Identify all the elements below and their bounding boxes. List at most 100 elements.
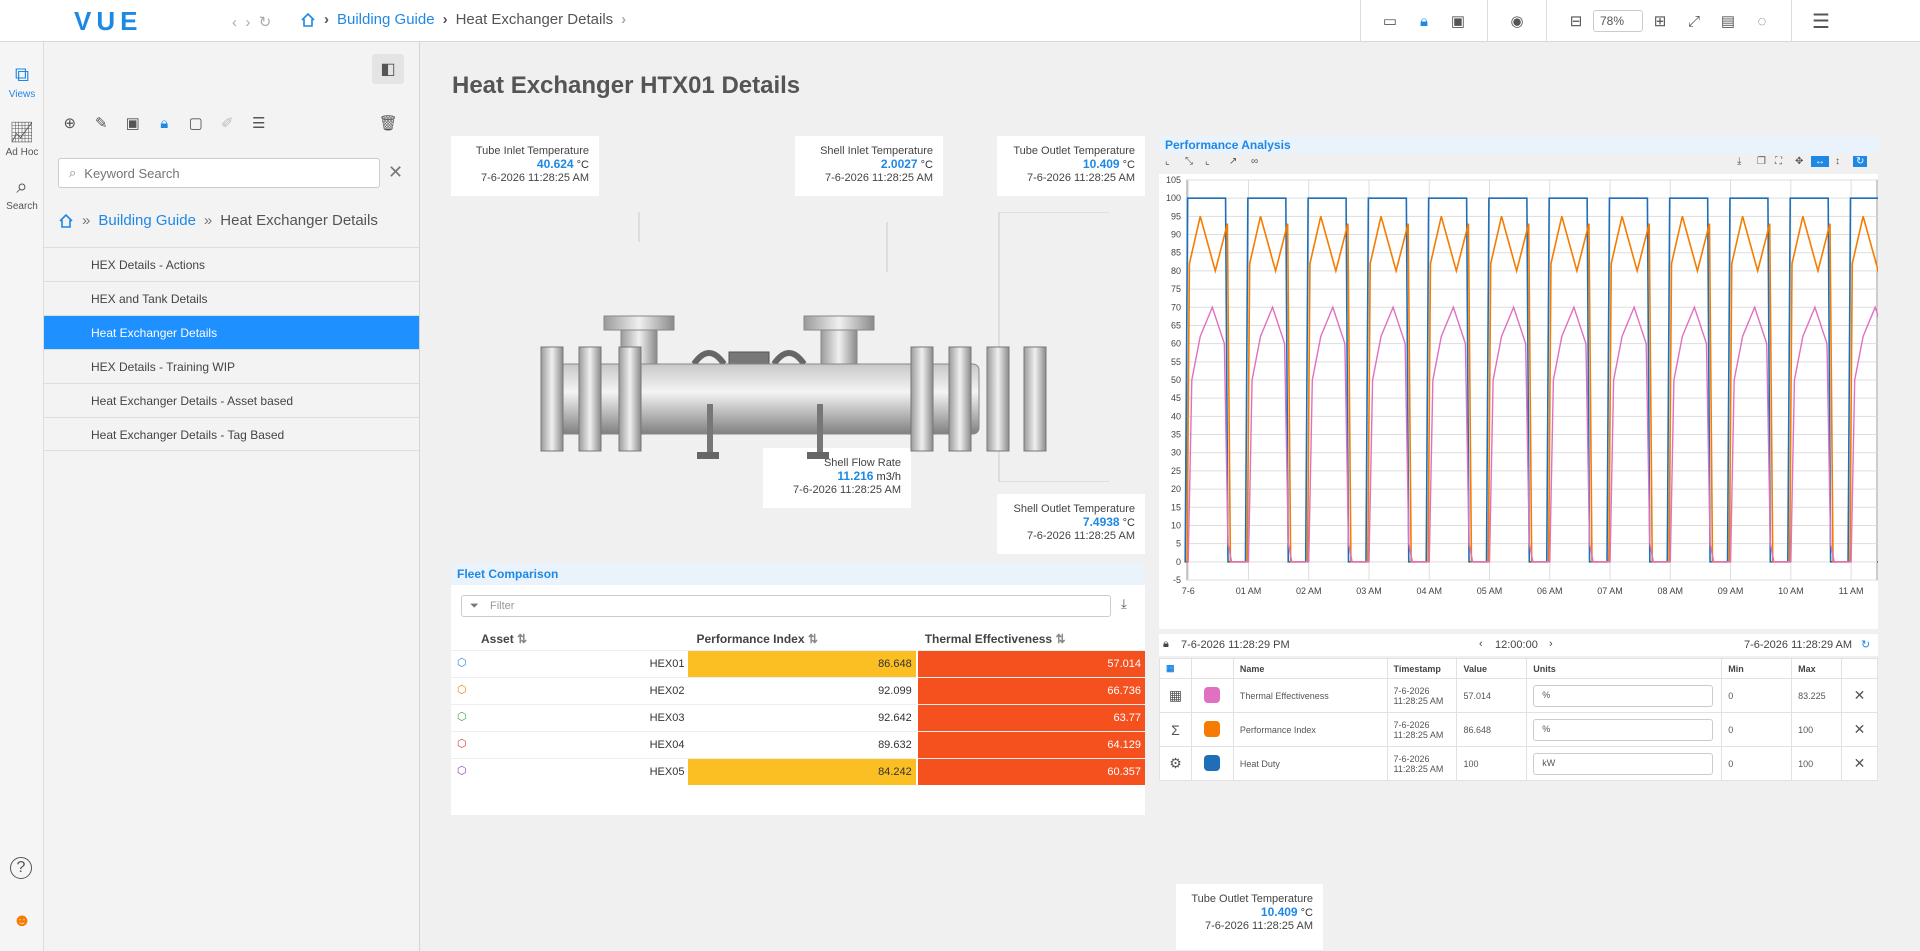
download-icon[interactable]: ⤓ <box>1737 156 1742 167</box>
menu-icon[interactable]: ☰ <box>1812 10 1830 33</box>
fit-screen-icon[interactable]: ⤢ <box>1687 12 1700 30</box>
series-color[interactable] <box>1190 746 1234 781</box>
grid-icon[interactable]: ▦ <box>1159 678 1192 713</box>
rail-search[interactable]: ⌕ Search <box>0 176 44 212</box>
lock-icon[interactable]: 🔒︎ <box>1163 638 1169 650</box>
forward-icon[interactable]: › <box>245 14 251 31</box>
save-icon[interactable]: ▣ <box>1450 13 1466 30</box>
table-view-icon[interactable]: ▦ <box>1159 658 1192 679</box>
tube-inlet-card: Tube Inlet Temperature 40.624 °C 7-6-202… <box>451 136 599 196</box>
series-color[interactable] <box>1190 678 1234 713</box>
table-row[interactable]: ⬡ HEX05 84.242 60.357 <box>451 757 1145 785</box>
series-color[interactable] <box>1190 712 1234 747</box>
y-tick-label: 20 <box>1171 484 1181 494</box>
column-header[interactable]: Thermal Effectiveness ⇅ <box>917 628 1145 650</box>
refresh-icon[interactable]: ↻ <box>1853 156 1868 167</box>
legend-row[interactable]: ▦ Thermal Effectiveness 7-6-2026 11:28:25 … <box>1159 678 1878 713</box>
next-icon[interactable]: › <box>1549 638 1553 650</box>
table-row[interactable]: ⬡ HEX04 89.632 64.129 <box>451 730 1145 758</box>
copy-icon[interactable]: ❐ <box>1757 156 1766 167</box>
expand-icon[interactable]: ⛶ <box>1775 156 1782 167</box>
table-row[interactable]: ⬡ HEX02 92.099 66.736 <box>451 676 1145 704</box>
end-time[interactable]: 7-6-2026 11:28:29 AM <box>1744 639 1853 651</box>
live-icon[interactable]: ↻ <box>1861 639 1871 651</box>
rail-adhoc[interactable]: 📈︎ Ad Hoc <box>0 120 44 158</box>
link-icon[interactable]: ∞ <box>1251 156 1259 167</box>
list-icon[interactable]: ☰ <box>252 115 266 132</box>
units-input[interactable]: % <box>1533 718 1714 741</box>
zoom-x-icon[interactable]: ⌞ <box>1165 156 1170 167</box>
rail-views[interactable]: ⧉ Views <box>0 64 44 100</box>
zoom-xy-icon[interactable]: ⤡ <box>1185 156 1193 167</box>
thermal-cell: 57.014 <box>915 649 1145 677</box>
legend-row[interactable]: Σ Performance Index 7-6-2026 11:28:25 AM 86… <box>1159 712 1878 747</box>
zoom-y-icon[interactable]: ⌞ <box>1205 156 1210 167</box>
calendar-icon[interactable]: ▭ <box>1382 13 1398 30</box>
remove-icon[interactable]: ✕ <box>1841 712 1878 747</box>
panel-breadcrumb-link[interactable]: Building Guide <box>98 212 196 229</box>
filter-input[interactable]: ⏷ Filter <box>461 595 1111 617</box>
card-value: 10.409 <box>1260 905 1298 919</box>
table-row[interactable]: ⬡ HEX01 86.648 57.014 <box>451 649 1145 677</box>
column-header[interactable]: Asset ⇅ <box>451 628 688 650</box>
x-tick-label: 08 AM <box>1658 586 1684 596</box>
start-time[interactable]: 7-6-2026 11:28:29 PM <box>1181 639 1290 651</box>
home-icon[interactable] <box>58 213 74 229</box>
list-item[interactable]: Heat Exchanger Details - Tag Based <box>44 417 419 451</box>
lock-icon[interactable]: 🔒︎ <box>1420 12 1428 30</box>
series-timestamp: 7-6-2026 11:28:25 AM <box>1386 712 1458 747</box>
list-item[interactable]: HEX Details - Training WIP <box>44 349 419 383</box>
keyword-search-input[interactable] <box>84 165 345 181</box>
remove-icon[interactable]: ✕ <box>1841 678 1878 713</box>
back-icon[interactable]: ‹ <box>232 14 237 31</box>
x-tick-label: 10 AM <box>1778 586 1804 596</box>
download-icon[interactable]: ⤓ <box>1121 596 1127 611</box>
chat-icon[interactable]: ◌ <box>1757 12 1767 30</box>
id-card-icon[interactable]: ▢ <box>188 115 203 132</box>
remove-icon[interactable]: ✕ <box>1841 746 1878 781</box>
chevron-right-icon: › <box>442 11 448 28</box>
save-icon[interactable]: ▣ <box>125 115 140 132</box>
keyword-search[interactable]: ⌕ <box>58 158 380 188</box>
thermal-cell: 66.736 <box>915 676 1145 704</box>
lock-icon[interactable]: 🔒︎ <box>160 114 169 132</box>
series-line-thermal-effectiveness <box>1187 305 1896 563</box>
column-header[interactable]: Performance Index ⇅ <box>688 628 916 650</box>
sigma-icon[interactable]: Σ <box>1159 712 1192 747</box>
units-input[interactable]: kW <box>1533 752 1714 775</box>
collapse-panel-button[interactable]: ◧ <box>372 54 404 84</box>
table-row[interactable]: ⬡ HEX03 92.642 63.77 <box>451 703 1145 731</box>
help-icon[interactable]: ? <box>10 857 32 879</box>
add-icon[interactable]: ⊕ <box>63 115 77 132</box>
zoom-in-icon[interactable]: ⊞ <box>1653 13 1667 30</box>
interval[interactable]: 12:00:00 <box>1495 639 1538 651</box>
list-item-selected[interactable]: Heat Exchanger Details <box>44 315 419 349</box>
chart-svg[interactable]: -5 0 5 10 15 20 25 30 35 40 45 50 55 60 65 70 75 80 85 90 95… <box>1159 174 1896 629</box>
trend-icon[interactable]: ↗ <box>1229 156 1238 167</box>
gear-icon[interactable]: ⚙ <box>1159 746 1192 781</box>
edit-disabled-icon[interactable]: ✐ <box>220 115 234 132</box>
move-icon[interactable]: ✥ <box>1795 156 1804 167</box>
prev-icon[interactable]: ‹ <box>1479 638 1483 650</box>
pan-x-icon[interactable]: ↔ <box>1811 156 1829 167</box>
camera-icon[interactable]: ◉ <box>1510 13 1524 30</box>
zoom-input[interactable]: 78% <box>1593 10 1643 32</box>
refresh-icon[interactable]: ↻ <box>258 14 272 31</box>
zoom-out-icon[interactable]: ⊟ <box>1569 13 1583 30</box>
y-tick-label: 70 <box>1171 302 1181 312</box>
breadcrumb-link[interactable]: Building Guide <box>337 11 435 28</box>
legend-row[interactable]: ⚙ Heat Duty 7-6-2026 11:28:25 AM 100 kW 0 100 ✕ <box>1159 746 1878 781</box>
home-icon[interactable] <box>300 12 316 28</box>
mascot-icon[interactable]: ☻ <box>12 910 32 930</box>
edit-icon[interactable]: ✎ <box>94 115 108 132</box>
units-input[interactable]: % <box>1533 684 1714 707</box>
x-tick-label: 01 AM <box>1236 586 1262 596</box>
pan-y-icon[interactable]: ↕ <box>1835 156 1840 167</box>
list-item[interactable]: HEX and Tank Details <box>44 281 419 315</box>
list-item[interactable]: HEX Details - Actions <box>44 247 419 281</box>
trend-chart[interactable]: -5 0 5 10 15 20 25 30 35 40 45 50 55 60 65 70 75 80 85 90 95… <box>1159 174 1896 629</box>
list-item[interactable]: Heat Exchanger Details - Asset based <box>44 383 419 417</box>
presentation-icon[interactable]: ▤ <box>1720 13 1736 30</box>
trash-icon[interactable]: 🗑︎ <box>378 115 398 132</box>
clear-search-icon[interactable]: ✕ <box>388 162 404 182</box>
